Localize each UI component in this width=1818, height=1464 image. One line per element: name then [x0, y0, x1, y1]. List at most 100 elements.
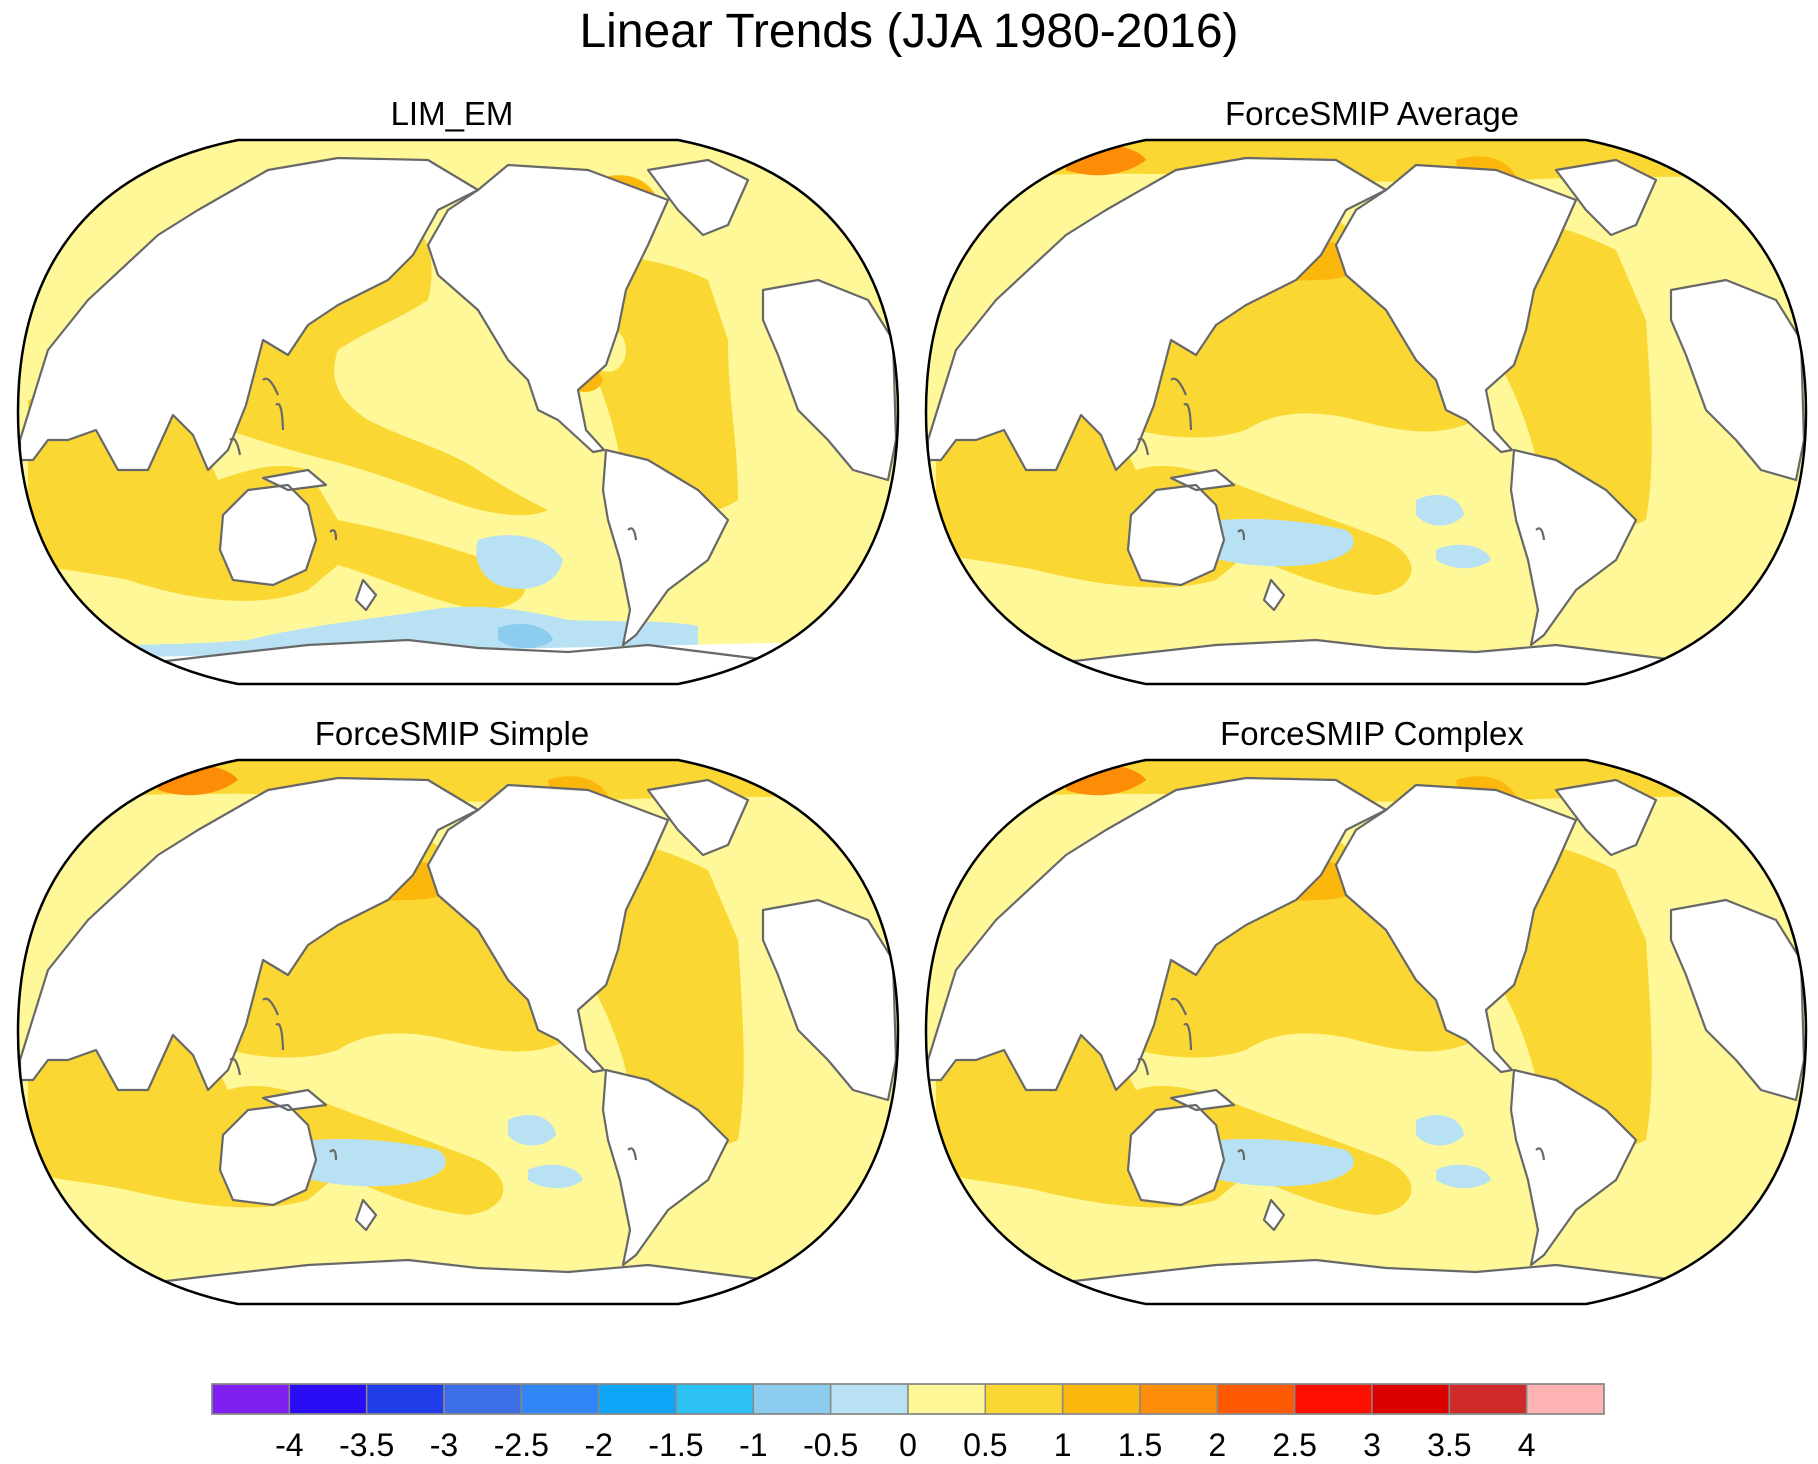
land-antarctica — [128, 640, 828, 684]
colorbar-swatch — [1525, 1383, 1605, 1415]
colorbar-swatch — [443, 1383, 523, 1415]
colorbar-tick-label: 1.5 — [1118, 1427, 1162, 1463]
island-coast — [627, 1147, 638, 1161]
colorbar-tick-label: -2.5 — [494, 1427, 549, 1463]
coastline-northamerica — [1334, 163, 1578, 454]
island-coast — [229, 1057, 242, 1076]
colorbar-swatch — [984, 1383, 1064, 1415]
colorbar-tick-label: 0.5 — [963, 1427, 1007, 1463]
land-greenland — [1556, 160, 1656, 235]
panel-title-forcesmip-average: ForceSMIP Average — [1224, 95, 1520, 132]
land-australia — [220, 485, 316, 585]
island-coast — [1237, 1149, 1246, 1161]
map-border — [16, 758, 900, 1306]
coastline-nzealand — [354, 578, 378, 612]
coastline-eurasia — [926, 156, 1388, 472]
land-eurasia — [20, 778, 478, 1090]
land-mask — [20, 778, 896, 1304]
colorbar-swatch — [829, 1383, 909, 1415]
colorbar-tick-label: -0.5 — [803, 1427, 858, 1463]
land-northamerica — [428, 165, 668, 452]
coastline-nzealand — [354, 1198, 378, 1232]
colorbar-swatch — [1061, 1383, 1141, 1415]
island-coast — [1183, 402, 1193, 431]
cool-patch-falklands — [508, 1115, 556, 1146]
colorbar-swatch — [675, 1383, 755, 1415]
colorbar-tick-label: -1 — [739, 1427, 767, 1463]
coastline-newguinea — [1169, 1088, 1236, 1112]
island-coast — [1535, 527, 1546, 541]
figure-title: Linear Trends (JJA 1980-2016) — [579, 5, 1239, 58]
island-coast — [329, 1149, 338, 1161]
land-africa — [1671, 280, 1804, 480]
coastline-nzealand — [1262, 578, 1286, 612]
colorbar-tick-label: 2 — [1208, 1427, 1226, 1463]
land-antarctica — [1036, 640, 1736, 684]
island-coast — [1535, 1147, 1546, 1161]
colorbar-tick-label: -3.5 — [339, 1427, 394, 1463]
island-coast — [1170, 997, 1188, 1016]
colorbar-tick-label: 1 — [1054, 1427, 1072, 1463]
coastline-africa — [761, 898, 898, 1102]
panel-title-forcesmip-simple: ForceSMIP Simple — [314, 715, 590, 752]
colorbar-swatch — [1216, 1383, 1296, 1415]
colorbar-tick-label: -4 — [275, 1427, 303, 1463]
coastlines — [18, 776, 898, 1304]
land-africa — [763, 280, 896, 480]
coastline-africa — [1669, 898, 1806, 1102]
coastline-eurasia — [18, 776, 480, 1092]
island-coast — [1183, 1022, 1193, 1051]
coastline-australia — [1126, 483, 1226, 587]
coastline-southamerica — [1509, 1068, 1638, 1267]
cool-patch-weddell — [528, 1164, 583, 1189]
colorbar-tick-label: 4 — [1518, 1427, 1536, 1463]
colorbar-tick-label: -3 — [430, 1427, 458, 1463]
coastline-africa — [1669, 278, 1806, 482]
colorbar-swatch — [288, 1383, 368, 1415]
colorbar-swatch — [365, 1383, 445, 1415]
map-panel-forcesmip-complex — [924, 758, 1808, 1306]
land-eurasia — [928, 778, 1386, 1090]
island-coast — [329, 529, 338, 541]
map-panel-forcesmip-average — [924, 138, 1808, 686]
land-antarctica — [128, 1260, 828, 1304]
land-southamerica — [1511, 1070, 1636, 1265]
colorbar-tick-label: -2 — [584, 1427, 612, 1463]
colorbar-tick-label: -1.5 — [648, 1427, 703, 1463]
island-coast — [627, 527, 638, 541]
land-greenland — [1556, 780, 1656, 855]
land-australia — [1128, 485, 1224, 585]
panel-title-lim-em: LIM_EM — [390, 95, 514, 132]
coastline-greenland — [1554, 778, 1658, 857]
island-coast — [1170, 377, 1188, 396]
island-coast — [262, 997, 280, 1016]
colorbar-swatch — [520, 1383, 600, 1415]
trend-field — [18, 140, 898, 684]
coastline-africa — [761, 278, 898, 482]
land-mask — [928, 158, 1804, 684]
land-northamerica — [428, 785, 668, 1072]
coastline-australia — [218, 1103, 318, 1207]
colorbar-swatch — [1371, 1383, 1451, 1415]
coastline-southamerica — [1509, 448, 1638, 647]
cool-patch-weddell — [1436, 1164, 1491, 1189]
land-southamerica — [603, 450, 728, 645]
coastline-northamerica — [1334, 783, 1578, 1074]
trend-field — [926, 760, 1806, 1304]
colorbar-swatch — [1293, 1383, 1373, 1415]
coastline-greenland — [1554, 158, 1658, 237]
land-eurasia — [20, 158, 478, 470]
land-africa — [1671, 900, 1804, 1100]
cool-patch-falklands — [1416, 1115, 1464, 1146]
coastline-newguinea — [261, 468, 328, 492]
trend-field — [18, 760, 898, 1304]
coastline-greenland — [646, 158, 750, 237]
island-coast — [275, 402, 285, 431]
cool-patch-drake — [498, 624, 553, 649]
colorbar-swatch — [752, 1383, 832, 1415]
island-coast — [275, 1022, 285, 1051]
coastline-eurasia — [18, 156, 480, 472]
coastline-newguinea — [1169, 468, 1236, 492]
land-australia — [220, 1105, 316, 1205]
island-coast — [1137, 437, 1150, 456]
